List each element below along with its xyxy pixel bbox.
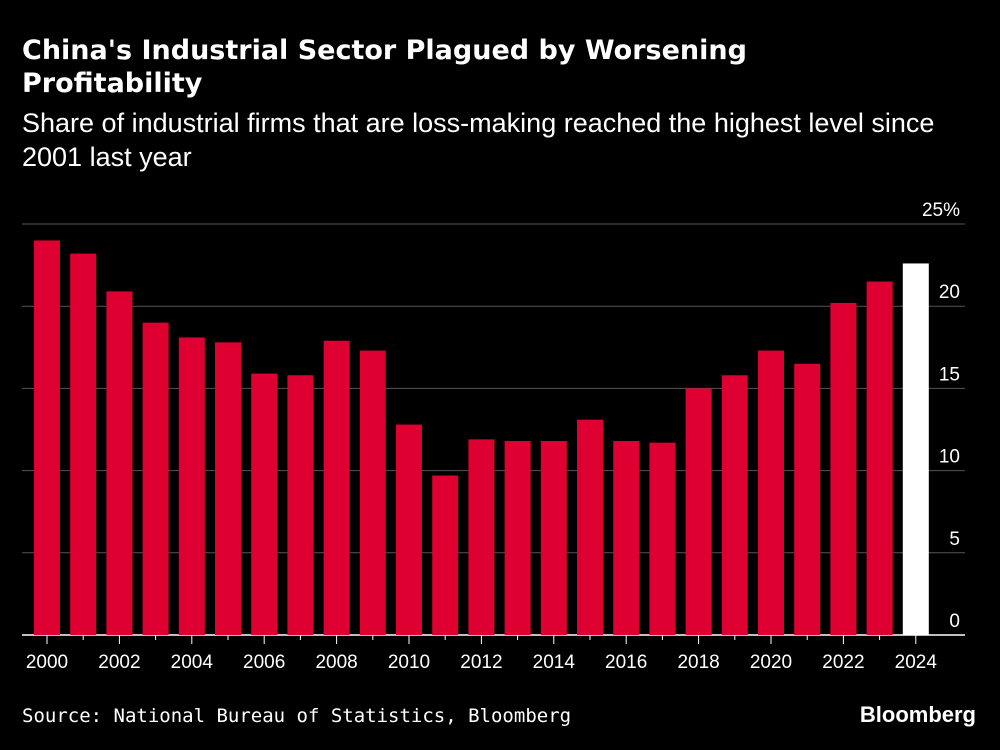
x-tick-label: 2010 — [388, 652, 430, 673]
bar-2009 — [359, 350, 386, 635]
bar-2020 — [758, 350, 784, 635]
x-tick-label: 2002 — [98, 652, 140, 673]
y-tick-label: 0 — [949, 611, 960, 632]
source-note: Source: National Bureau of Statistics, B… — [22, 705, 572, 727]
x-tick-label: 2016 — [605, 652, 647, 673]
bar-2008 — [323, 340, 350, 635]
bar-2011 — [432, 475, 459, 635]
bar-2018 — [685, 388, 712, 635]
x-tick-label: 2022 — [822, 652, 864, 673]
bar-2006 — [251, 373, 278, 635]
chart-title: China's Industrial Sector Plagued by Wor… — [22, 35, 747, 99]
y-tick-label: 20 — [939, 282, 960, 303]
x-tick-label: 2008 — [315, 652, 357, 673]
bar-2010 — [396, 424, 422, 635]
x-axis-ticks: 2000 2002 2004 2006 2008 2010 2012 2014 2016 2018… — [26, 635, 938, 673]
bar-2005 — [215, 342, 241, 635]
bar-2015 — [577, 419, 603, 635]
x-tick-label: 2018 — [677, 652, 719, 673]
x-tick-label: 2020 — [750, 652, 792, 673]
bar-2024 — [902, 263, 929, 635]
bar-2012 — [468, 439, 495, 635]
x-tick-label: 2024 — [895, 652, 938, 673]
bar-2014 — [540, 441, 567, 635]
bar-2007 — [287, 375, 314, 635]
x-tick-label: 2014 — [533, 652, 576, 673]
bar-2000 — [34, 240, 60, 635]
y-tick-label: 5 — [949, 529, 960, 550]
y-tick-label: 10 — [939, 447, 960, 468]
bar-2002 — [106, 291, 133, 635]
x-tick-label: 2000 — [26, 652, 68, 673]
bar-2022 — [830, 302, 857, 635]
bar-2001 — [70, 253, 97, 635]
bar-2021 — [794, 363, 821, 635]
bar-2013 — [504, 441, 531, 635]
bars — [34, 240, 929, 635]
chart-subtitle: Share of industrial firms that are loss-… — [22, 108, 935, 172]
x-tick-label: 2012 — [460, 652, 502, 673]
bloomberg-logo: Bloomberg — [859, 702, 976, 727]
bar-2004 — [178, 337, 205, 635]
bar-chart: 0 5 10 15 20 25% 2000 2002 2004 2006 2008 2010 2012… — [22, 200, 965, 673]
y-tick-label: 15 — [939, 364, 960, 385]
x-tick-label: 2004 — [171, 652, 214, 673]
bar-2016 — [613, 441, 640, 635]
bar-2017 — [649, 442, 676, 635]
bar-2019 — [721, 375, 748, 635]
y-tick-label: 25% — [922, 200, 960, 221]
x-tick-label: 2006 — [243, 652, 285, 673]
bar-2023 — [866, 281, 893, 635]
y-axis-ticks: 0 5 10 15 20 25% — [922, 200, 960, 632]
bar-2003 — [142, 322, 169, 635]
